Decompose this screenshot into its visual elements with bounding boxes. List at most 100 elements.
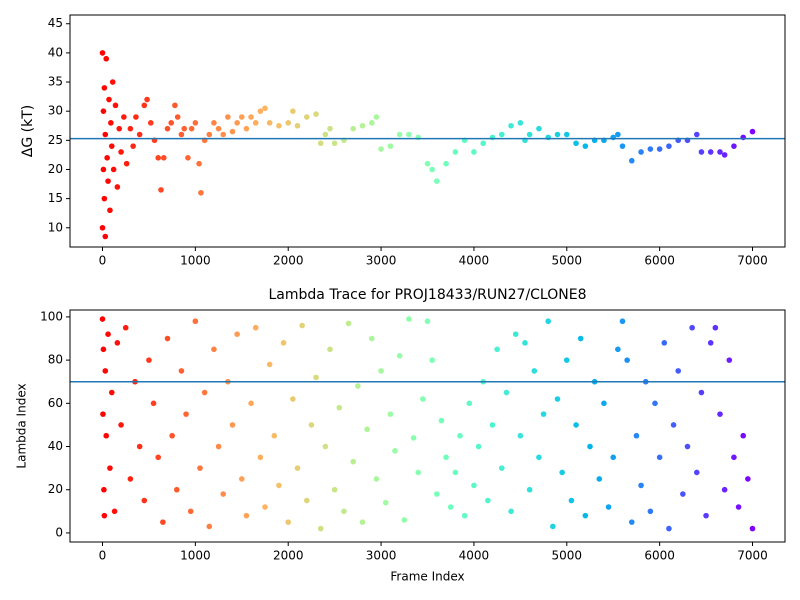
point xyxy=(313,374,319,381)
point xyxy=(424,160,431,167)
point xyxy=(466,400,473,407)
point xyxy=(169,432,175,439)
x-tick-label: 7000 xyxy=(737,549,768,563)
point xyxy=(303,114,310,120)
y-axis-label: ΔG (kT) xyxy=(20,105,36,157)
x-tick-label: 3000 xyxy=(366,254,397,268)
point xyxy=(105,331,111,337)
point xyxy=(647,508,654,515)
point xyxy=(512,331,519,337)
point xyxy=(243,125,250,132)
point xyxy=(322,131,329,138)
point xyxy=(494,346,500,353)
point xyxy=(252,120,259,126)
point xyxy=(717,149,723,155)
point xyxy=(252,324,259,331)
chart-title: Lambda Trace for PROJ18433/RUN27/CLONE8 xyxy=(269,287,587,303)
point xyxy=(424,318,431,325)
point xyxy=(689,324,695,331)
point xyxy=(185,155,191,161)
point xyxy=(262,504,268,510)
point xyxy=(133,114,139,120)
point xyxy=(443,454,449,461)
point xyxy=(698,389,705,396)
point xyxy=(749,525,756,532)
point xyxy=(554,131,561,138)
point xyxy=(102,131,109,138)
point xyxy=(568,497,575,504)
point xyxy=(652,400,658,407)
point xyxy=(680,491,686,497)
point xyxy=(192,318,199,325)
point xyxy=(238,476,245,482)
point xyxy=(587,443,593,450)
point xyxy=(638,482,644,489)
point xyxy=(433,491,440,497)
point xyxy=(174,114,181,120)
point xyxy=(198,189,204,196)
point xyxy=(101,486,107,493)
axes-frame xyxy=(69,309,786,543)
x-tick-label: 5000 xyxy=(552,254,583,268)
point xyxy=(234,120,240,126)
point xyxy=(406,131,412,138)
point xyxy=(498,465,505,471)
point xyxy=(387,411,394,417)
point xyxy=(717,411,723,417)
point xyxy=(503,389,510,396)
point xyxy=(103,55,110,62)
point xyxy=(471,482,477,489)
point xyxy=(508,508,514,515)
point xyxy=(345,320,352,327)
point xyxy=(378,368,384,374)
point xyxy=(164,125,171,132)
point xyxy=(559,469,565,476)
point xyxy=(317,525,324,532)
point xyxy=(106,96,112,103)
point xyxy=(172,102,178,109)
point xyxy=(150,400,157,407)
x-tick-label: 3000 xyxy=(366,549,397,563)
point xyxy=(420,396,426,402)
point xyxy=(313,111,319,117)
y-tick-label: 15 xyxy=(48,191,63,205)
x-tick-label: 7000 xyxy=(737,254,768,268)
point xyxy=(121,114,127,120)
x-tick-label: 2000 xyxy=(273,254,304,268)
point xyxy=(735,504,742,510)
point xyxy=(666,525,672,532)
point xyxy=(109,79,116,85)
point xyxy=(105,178,111,184)
point xyxy=(111,508,118,515)
point xyxy=(452,149,459,155)
point xyxy=(633,432,640,439)
point xyxy=(415,134,422,141)
point xyxy=(108,143,115,149)
point xyxy=(610,454,617,461)
point xyxy=(201,389,208,396)
point xyxy=(489,422,496,428)
point xyxy=(475,443,482,450)
point xyxy=(116,125,123,132)
point xyxy=(99,316,106,322)
point xyxy=(749,128,756,135)
x-tick-label: 2000 xyxy=(273,549,304,563)
point xyxy=(141,497,148,504)
point xyxy=(721,152,728,158)
point xyxy=(429,357,435,363)
point xyxy=(461,512,468,519)
y-tick-label: 20 xyxy=(48,482,63,496)
point xyxy=(396,352,403,359)
point xyxy=(215,125,222,132)
point xyxy=(406,316,412,322)
point xyxy=(563,357,570,363)
point xyxy=(382,499,389,506)
point xyxy=(155,155,162,161)
point xyxy=(206,523,213,530)
point xyxy=(554,396,561,402)
x-tick-label: 6000 xyxy=(644,254,675,268)
point xyxy=(160,519,166,525)
point xyxy=(355,383,361,389)
point xyxy=(721,486,728,493)
point xyxy=(118,149,124,155)
